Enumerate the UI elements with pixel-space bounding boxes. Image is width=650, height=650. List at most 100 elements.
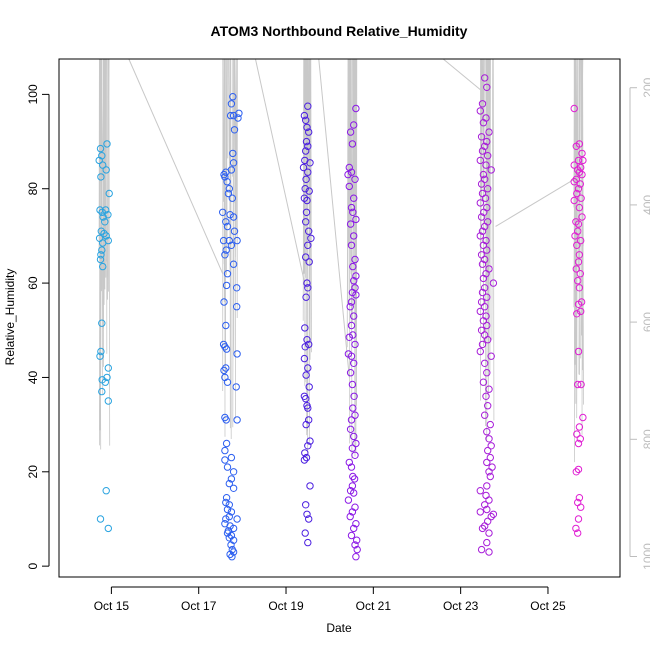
data-point: [104, 364, 113, 372]
right-tick-label: 400: [641, 195, 650, 215]
data-point: [230, 126, 239, 134]
data-point: [96, 255, 105, 264]
data-point: [299, 163, 308, 172]
data-point: [476, 156, 484, 165]
data-point: [222, 246, 230, 254]
data-point: [479, 170, 488, 179]
data-point: [307, 234, 315, 243]
data-point: [226, 111, 235, 120]
data-point: [575, 203, 584, 212]
data-point: [477, 133, 486, 141]
data-point: [349, 472, 357, 481]
data-point: [353, 536, 361, 544]
data-point: [222, 345, 231, 353]
data-point: [478, 147, 487, 155]
data-point: [484, 185, 492, 193]
data-point: [350, 432, 358, 441]
data-point: [482, 161, 490, 169]
axes: Oct 15 Oct 17 Oct 19 Oct 21 Oct 23 Oct 25 0 20 4…: [26, 58, 650, 613]
data-point: [579, 156, 587, 165]
data-point: [227, 475, 236, 483]
data-point: [476, 347, 484, 356]
data-point: [302, 253, 310, 261]
data-point: [346, 369, 355, 377]
pressure-trace-6: [573, 59, 584, 463]
data-point: [348, 508, 357, 516]
data-point: [302, 175, 310, 184]
data-point: [572, 218, 580, 226]
data-point: [303, 279, 311, 287]
data-point: [484, 402, 492, 410]
data-point: [570, 161, 578, 169]
data-point: [481, 501, 489, 509]
data-point: [477, 545, 486, 554]
data-point: [487, 512, 495, 521]
data-point: [476, 487, 484, 495]
trace-connector-5: [495, 178, 575, 227]
data-point: [573, 241, 581, 250]
data-point: [482, 491, 490, 500]
data-point: [577, 194, 585, 202]
data-point: [489, 510, 498, 518]
data-point: [350, 359, 358, 367]
x-tick-label: Oct 23: [443, 599, 479, 613]
data-point: [233, 303, 241, 311]
data-point: [102, 232, 110, 240]
data-point: [230, 227, 239, 235]
data-point: [346, 128, 355, 136]
data-point: [104, 397, 113, 405]
data-point: [483, 428, 491, 436]
data-point: [483, 458, 491, 467]
data-point: [486, 420, 494, 429]
data-point: [347, 241, 356, 250]
data-point: [574, 166, 582, 174]
data-point: [485, 529, 493, 537]
data-point: [347, 531, 356, 540]
data-point: [574, 277, 582, 285]
data-point: [571, 232, 579, 240]
data-point: [96, 515, 105, 523]
data-point: [304, 142, 312, 151]
data-point: [346, 220, 355, 228]
data-point: [102, 206, 110, 214]
data-point: [302, 420, 310, 429]
x-tick-label: Oct 19: [268, 599, 304, 613]
data-point: [226, 550, 234, 559]
data-point: [351, 340, 359, 349]
data-point: [303, 510, 311, 518]
data-point: [227, 241, 236, 250]
data-point: [306, 159, 314, 167]
data-point: [483, 83, 491, 92]
data-point: [572, 142, 580, 151]
data-point: [352, 553, 360, 561]
x-axis-label: Date: [326, 621, 352, 635]
data-point: [486, 453, 494, 462]
data-point: [101, 378, 110, 386]
data-point: [489, 279, 498, 287]
data-point: [348, 140, 357, 148]
data-point: [346, 512, 354, 521]
data-point: [347, 463, 356, 471]
data-point: [225, 185, 234, 193]
data-point: [303, 196, 311, 205]
data-point: [351, 411, 359, 419]
data-point: [481, 74, 489, 82]
data-point: [96, 352, 104, 360]
data-point: [301, 529, 309, 537]
data-point: [352, 215, 360, 224]
data-point: [488, 463, 496, 471]
data-point: [350, 475, 359, 483]
data-point: [303, 336, 311, 344]
data-point: [221, 251, 229, 259]
data-point: [229, 111, 238, 120]
data-point: [224, 189, 233, 198]
data-point: [484, 152, 492, 160]
data-point: [349, 208, 357, 217]
data-point: [572, 175, 580, 184]
data-point: [300, 194, 309, 202]
data-point: [227, 508, 236, 516]
data-point: [98, 387, 106, 396]
data-point: [306, 482, 314, 490]
data-point: [229, 213, 238, 221]
data-point: [573, 310, 581, 318]
